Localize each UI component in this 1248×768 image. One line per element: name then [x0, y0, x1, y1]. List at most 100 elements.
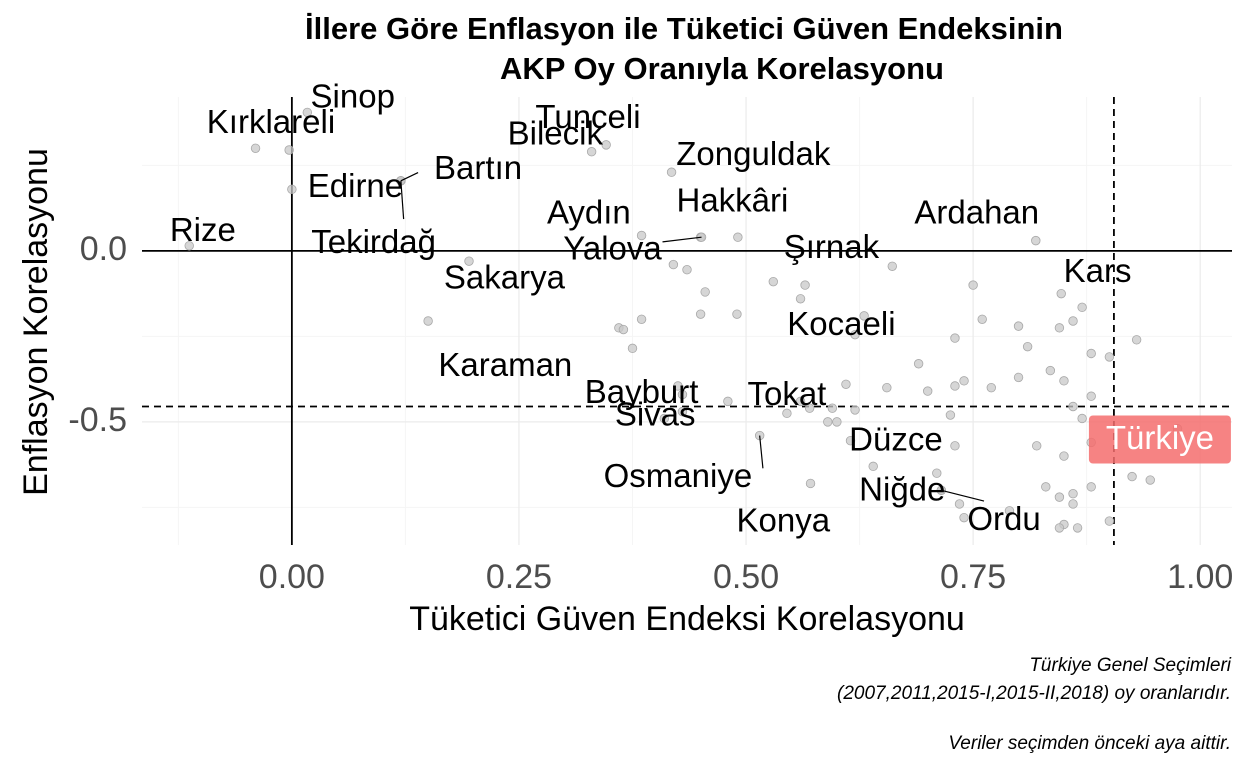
chart-title-line-2: AKP Oy Oranıyla Korelasyonu	[500, 51, 944, 86]
x-tick-label: 1.00	[1167, 558, 1233, 596]
points-layer	[184, 107, 1183, 533]
data-point-Bayburt	[673, 381, 683, 391]
data-point	[1054, 523, 1065, 533]
x-axis-title: Tüketici Güven Endeksi Korelasyonu	[409, 600, 965, 638]
point-label: Düzce	[849, 420, 943, 457]
data-point	[986, 382, 996, 393]
data-point-Rize	[184, 241, 194, 251]
point-label: Sinop	[311, 77, 395, 114]
data-point	[668, 259, 679, 270]
axes-layer: 0.00 0.25 0.50 0.75 1.00 0.0 -0.5	[68, 230, 1233, 596]
point-label: Sakarya	[444, 259, 566, 296]
caption-line-3: Veriler seçimden önceki aya aittir.	[948, 733, 1231, 754]
data-point	[1054, 492, 1065, 502]
data-point	[841, 379, 851, 389]
data-point	[827, 403, 838, 413]
leader-line-Osmaniye	[759, 435, 764, 469]
y-tick-label: -0.5	[68, 401, 127, 439]
data-point-Hakkâri	[733, 232, 743, 242]
data-point	[464, 256, 474, 266]
data-point	[950, 381, 960, 391]
data-point-Sivas	[677, 406, 688, 417]
data-point-Karaman	[618, 324, 629, 335]
point-label: Bayburt	[585, 373, 699, 410]
data-point-Bilecik	[586, 147, 597, 157]
data-point	[1072, 523, 1083, 533]
data-point	[636, 314, 647, 324]
turkiye-label-box	[1088, 415, 1231, 464]
x-tick-label: 0.75	[940, 558, 1006, 596]
data-point	[977, 314, 987, 324]
data-point	[287, 184, 297, 195]
data-point-Kocaeli	[850, 329, 860, 340]
data-point	[695, 309, 706, 319]
data-point-Düzce	[845, 435, 856, 446]
point-label: Osmaniye	[604, 457, 753, 494]
data-point	[913, 359, 924, 369]
y-tick-label: 0.0	[80, 230, 127, 268]
data-point	[1068, 401, 1078, 412]
data-point	[627, 343, 638, 354]
y-axis-title: Enflasyon Korelasyonu	[17, 148, 55, 496]
data-point	[968, 280, 978, 290]
point-label: Zonguldak	[676, 135, 831, 172]
x-tick-label: 0.00	[259, 558, 325, 596]
point-label: Bartın	[434, 149, 522, 186]
point-label: Kocaeli	[787, 305, 895, 342]
point-label: Edirne	[308, 167, 403, 204]
data-point-Sinop	[302, 107, 313, 118]
data-point	[945, 410, 956, 420]
data-point	[1054, 323, 1065, 333]
reference-lines	[142, 97, 1232, 545]
data-point	[1068, 499, 1078, 509]
point-label: Hakkâri	[676, 182, 788, 219]
data-point	[959, 512, 969, 523]
data-point	[932, 468, 942, 478]
data-point	[1086, 348, 1096, 359]
data-point	[950, 333, 960, 343]
data-point	[1086, 391, 1096, 401]
x-tick-label: 0.25	[486, 558, 552, 596]
data-point	[1077, 413, 1087, 424]
point-label: Niğde	[859, 471, 945, 508]
point-label: Kırklareli	[207, 103, 335, 140]
leader-line-Yalova	[662, 236, 702, 243]
data-point	[795, 294, 806, 304]
data-point	[868, 461, 878, 472]
data-point	[795, 396, 806, 407]
point-label: Karaman	[438, 346, 572, 383]
data-point	[1059, 376, 1069, 386]
caption-line-1: Türkiye Genel Seçimleri	[1029, 655, 1231, 676]
data-point-Şırnak	[887, 261, 897, 271]
data-point	[1127, 471, 1137, 482]
data-point	[1086, 482, 1096, 492]
caption-line-2: (2007,2011,2015-I,2015-II,2018) oy oranl…	[837, 683, 1231, 704]
data-point	[1032, 441, 1042, 451]
leader-line-Bartın	[400, 171, 419, 182]
point-label: Konya	[736, 501, 830, 538]
point-label: Yalova	[563, 230, 662, 267]
data-point	[1131, 335, 1142, 345]
chart-title-line-1: İllere Göre Enflasyon ile Tüketici Güven…	[305, 11, 1063, 46]
data-point	[823, 417, 833, 427]
data-point	[1068, 316, 1078, 326]
data-point	[832, 417, 842, 427]
data-point	[723, 396, 733, 407]
point-label: Kars	[1064, 252, 1132, 289]
data-point-Zonguldak	[666, 167, 677, 177]
data-point-Tokat	[782, 408, 792, 419]
data-point-Konya	[805, 478, 816, 489]
data-point	[768, 276, 778, 287]
point-label: Tokat	[747, 375, 826, 412]
leader-line-Ordu	[941, 489, 985, 502]
point-label: Bilecik	[508, 115, 604, 152]
data-point	[700, 287, 710, 297]
data-point-Sakarya	[423, 316, 433, 326]
data-point	[1077, 302, 1087, 313]
data-point	[659, 413, 669, 424]
data-point	[804, 403, 815, 413]
point-label: Aydın	[547, 194, 631, 231]
data-point	[682, 265, 692, 275]
data-point	[850, 405, 860, 415]
